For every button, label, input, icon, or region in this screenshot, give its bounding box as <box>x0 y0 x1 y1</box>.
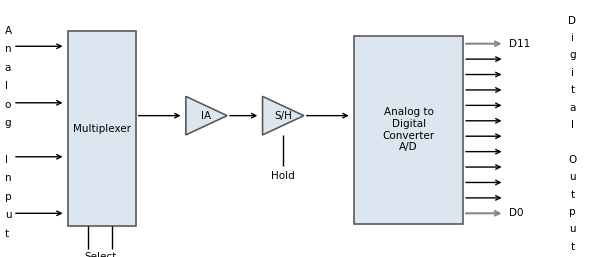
Text: Select: Select <box>84 252 116 257</box>
Text: O: O <box>568 155 576 165</box>
Text: p: p <box>5 192 11 202</box>
Text: t: t <box>571 242 574 252</box>
Text: n: n <box>5 44 11 54</box>
Text: l: l <box>571 120 574 130</box>
Text: l: l <box>5 81 8 91</box>
Text: u: u <box>569 172 576 182</box>
Text: u: u <box>5 210 11 221</box>
Text: Multiplexer: Multiplexer <box>73 124 131 133</box>
Bar <box>68 31 136 226</box>
Text: u: u <box>569 224 576 234</box>
Text: t: t <box>571 85 574 95</box>
Text: a: a <box>5 63 11 73</box>
Text: D0: D0 <box>509 208 523 218</box>
Text: t: t <box>571 189 574 199</box>
Polygon shape <box>263 96 304 135</box>
Text: D11: D11 <box>509 39 530 49</box>
Text: a: a <box>569 103 575 113</box>
Text: o: o <box>5 100 11 110</box>
Text: S/H: S/H <box>274 111 292 121</box>
Text: i: i <box>571 68 574 78</box>
Text: g: g <box>569 50 576 60</box>
Text: IA: IA <box>201 111 212 121</box>
Polygon shape <box>186 96 227 135</box>
Text: I: I <box>5 155 8 165</box>
Text: A: A <box>5 26 12 36</box>
Text: Hold: Hold <box>271 171 295 181</box>
Text: p: p <box>569 207 576 217</box>
Bar <box>354 36 463 224</box>
Text: i: i <box>571 33 574 43</box>
Text: g: g <box>5 118 11 128</box>
Text: Analog to
Digital
Converter
A/D: Analog to Digital Converter A/D <box>382 107 435 152</box>
Text: t: t <box>5 229 9 239</box>
Text: D: D <box>568 16 576 25</box>
Text: n: n <box>5 173 11 183</box>
